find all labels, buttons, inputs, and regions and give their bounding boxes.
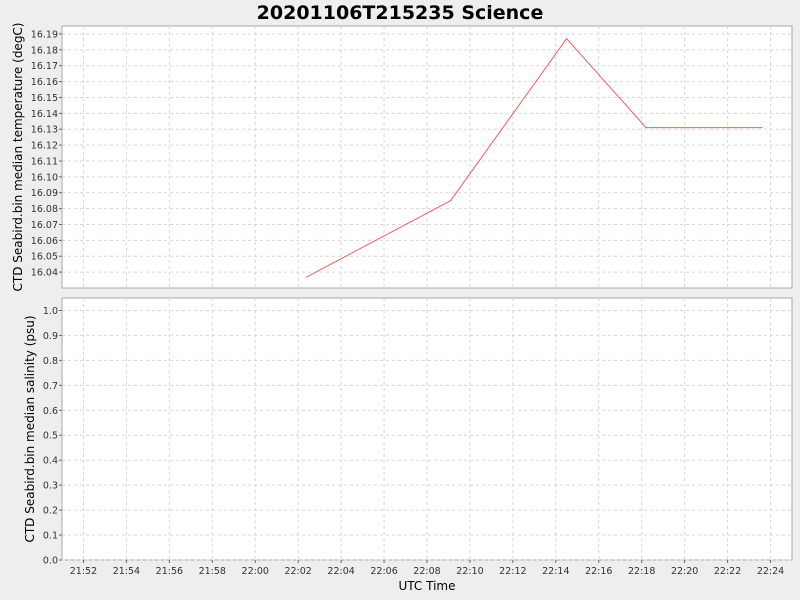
plot-1-data-point-1 — [450, 200, 452, 202]
x-tick-label-6: 22:04 — [327, 566, 354, 577]
x-tick-label-7: 22:06 — [370, 566, 397, 577]
chart-title: 20201106T215235 Science — [257, 2, 544, 24]
plot-1-data-point-2 — [565, 38, 568, 40]
x-tick-label-9: 22:10 — [456, 566, 483, 577]
plot-2-ytick-label-2: 0.2 — [43, 506, 58, 517]
plot-2-ytick-label-9: 0.9 — [43, 331, 58, 342]
x-tick-label-5: 22:02 — [284, 566, 311, 577]
plot-1-ytick-label-2: 16.06 — [31, 236, 58, 247]
x-tick-label-11: 22:14 — [542, 566, 569, 577]
plot-2-ytick-label-6: 0.6 — [43, 406, 58, 417]
x-tick-label-16: 22:24 — [757, 566, 784, 577]
plot-1-y-axis-label: CTD Seabird.bin median temperature (degC… — [11, 23, 25, 292]
x-tick-label-12: 22:16 — [585, 566, 612, 577]
plot-1-ytick-label-15: 16.19 — [31, 29, 58, 40]
plot-1-ytick-label-8: 16.12 — [31, 141, 58, 152]
plot-1-ytick-label-10: 16.14 — [31, 109, 58, 120]
x-tick-label-1: 21:54 — [113, 566, 140, 577]
plots-area: 16.04 16.05 16.06 16.07 16.08 16.09 16.10 16.11… — [11, 23, 793, 577]
plot-1-ytick-label-0: 16.04 — [31, 268, 58, 279]
plot-1-ytick-label-12: 16.16 — [31, 77, 58, 88]
plot-2-ytick-label-10: 1.0 — [43, 306, 58, 317]
x-tick-label-14: 22:20 — [671, 566, 698, 577]
plot-1-ytick-label-9: 16.13 — [31, 125, 58, 136]
x-tick-label-13: 22:18 — [628, 566, 655, 577]
plot-2-ytick-label-5: 0.5 — [43, 431, 58, 442]
x-tick-label-10: 22:12 — [499, 566, 526, 577]
plot-1-data-point-0 — [306, 276, 308, 278]
x-tick-label-15: 22:22 — [714, 566, 741, 577]
plot-1-ytick-label-13: 16.17 — [31, 61, 58, 72]
x-tick-label-2: 21:56 — [156, 566, 183, 577]
x-tick-label-4: 22:00 — [242, 566, 269, 577]
plot-2-ytick-label-0: 0.0 — [43, 556, 58, 567]
x-axis-label: UTC Time — [399, 579, 456, 593]
plot-2-ytick-label-7: 0.7 — [43, 381, 58, 392]
plot-2-ytick-label-1: 0.1 — [43, 531, 58, 542]
plot-1-data-point-3 — [645, 127, 647, 129]
plot-1-ytick-label-4: 16.08 — [31, 204, 58, 215]
x-tick-label-3: 21:58 — [199, 566, 226, 577]
plot-1-ytick-label-6: 16.10 — [31, 172, 58, 183]
plot-2-ytick-label-8: 0.8 — [43, 356, 58, 367]
plot-1-ytick-label-7: 16.11 — [31, 156, 58, 167]
plot-2-ytick-label-3: 0.3 — [43, 481, 58, 492]
x-tick-label-8: 22:08 — [413, 566, 440, 577]
plot-1-data-point-4 — [761, 127, 763, 129]
plot-2-y-axis-label: CTD Seabird.bin median salinity (psu) — [23, 315, 37, 542]
plot-2-ytick-label-4: 0.4 — [43, 456, 58, 467]
plot-1-ytick-label-5: 16.09 — [31, 188, 58, 199]
x-tick-label-0: 21:52 — [70, 566, 97, 577]
plot-1-ytick-label-14: 16.18 — [31, 45, 58, 56]
plot-1-ytick-label-1: 16.05 — [31, 252, 58, 263]
plot-1-ytick-label-3: 16.07 — [31, 220, 58, 231]
plot-1-ytick-label-11: 16.15 — [31, 93, 58, 104]
